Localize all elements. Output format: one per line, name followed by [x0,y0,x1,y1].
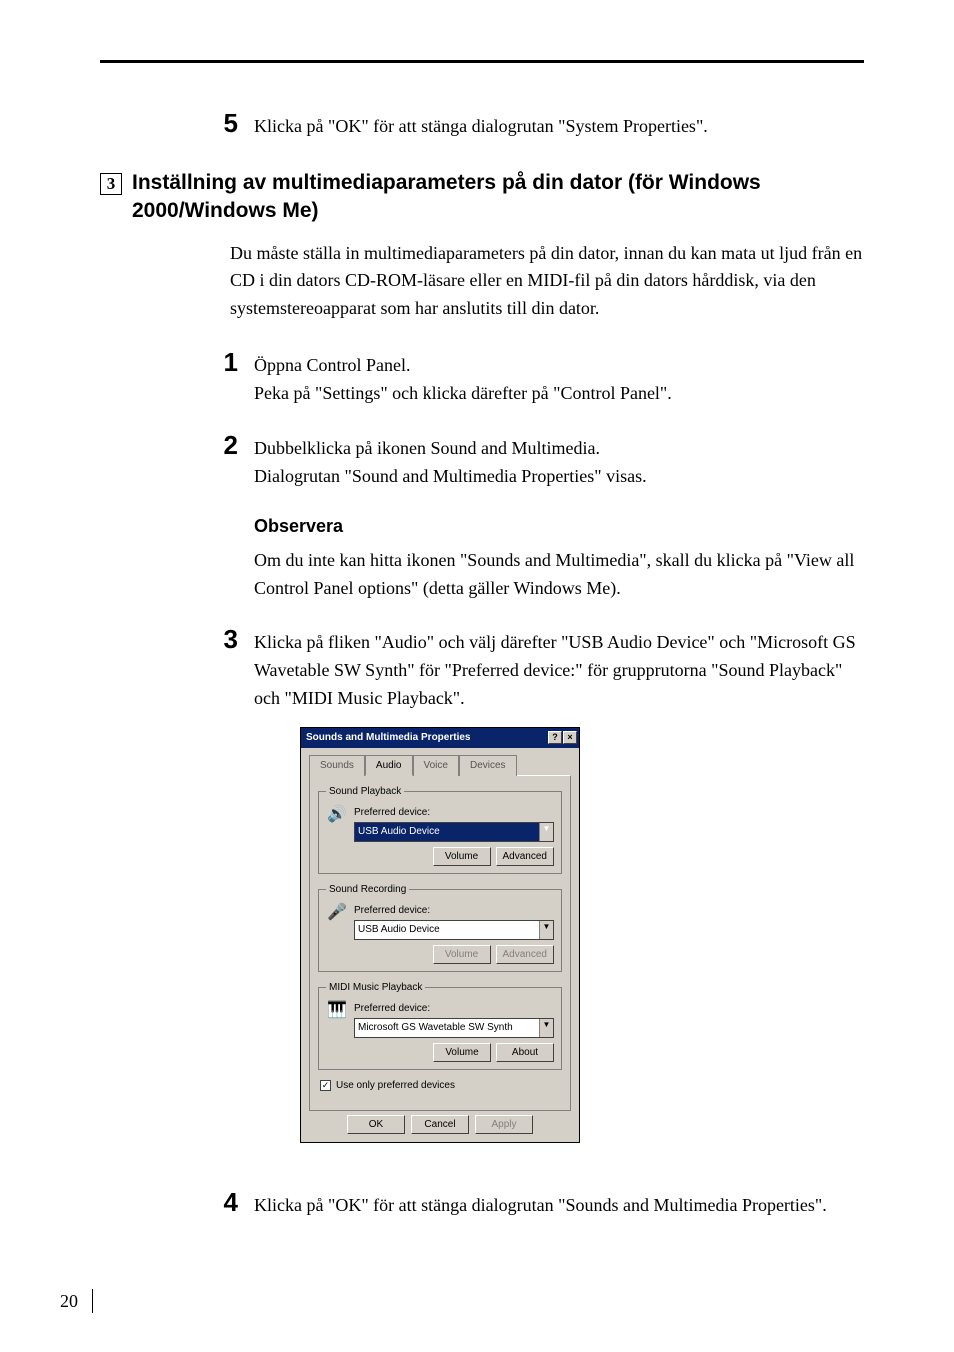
section-title: Inställning av multimediaparameters på d… [132,169,864,226]
select-value: USB Audio Device [355,823,539,841]
step-text: Öppna Control Panel. [254,352,864,380]
step-number: 5 [208,108,238,139]
chevron-down-icon: ▼ [539,921,553,939]
section-heading: 3 Inställning av multimediaparameters på… [100,169,864,226]
note-body: Om du inte kan hitta ikonen "Sounds and … [254,547,864,603]
boxed-section-number: 3 [100,173,122,195]
step-1: 1 Öppna Control Panel. Peka på "Settings… [208,347,864,408]
close-icon[interactable]: × [563,731,577,744]
select-value: Microsoft GS Wavetable SW Synth [355,1019,539,1037]
apply-button: Apply [475,1115,533,1135]
step-text: Dubbelklicka på ikonen Sound and Multime… [254,435,864,463]
step-text: Klicka på fliken "Audio" och välj däreft… [254,629,864,713]
page-number-area: 20 [60,1291,93,1312]
preferred-device-label: Preferred device: [354,805,554,821]
dialog-titlebar: Sounds and Multimedia Properties ? × [301,728,579,748]
volume-button[interactable]: Volume [433,1043,491,1063]
step-number: 4 [208,1187,238,1218]
step-text: Klicka på "OK" för att stänga dialogruta… [254,113,864,141]
checkbox-label: Use only preferred devices [336,1078,455,1094]
group-legend: Sound Playback [326,784,404,800]
tab-panel-audio: Sound Playback 🔊 Preferred device: USB A… [309,775,571,1111]
step-5: 5 Klicka på "OK" för att stänga dialogru… [208,108,864,141]
step-number: 2 [208,430,238,461]
step-3: 3 Klicka på fliken "Audio" och välj däre… [208,624,864,1165]
use-only-preferred-row: ✓ Use only preferred devices [320,1078,562,1094]
advanced-button[interactable]: Advanced [496,847,554,867]
recording-device-select[interactable]: USB Audio Device ▼ [354,920,554,940]
use-only-preferred-checkbox[interactable]: ✓ [320,1080,331,1091]
chevron-down-icon: ▼ [539,823,553,841]
group-legend: MIDI Music Playback [326,980,425,996]
preferred-device-label: Preferred device: [354,903,554,919]
dialog-tabs: Sounds Audio Voice Devices [309,754,571,776]
speaker-icon: 🔊 [326,805,348,827]
volume-button[interactable]: Volume [433,847,491,867]
midi-icon: 🎹 [326,1001,348,1023]
top-step-block: 5 Klicka på "OK" för att stänga dialogru… [208,108,864,141]
tab-sounds[interactable]: Sounds [309,755,365,777]
step-text: Dialogrutan "Sound and Multimedia Proper… [254,463,864,491]
step-number: 1 [208,347,238,378]
step-2: 2 Dubbelklicka på ikonen Sound and Multi… [208,430,864,602]
tab-voice[interactable]: Voice [413,755,459,777]
top-rule [100,60,864,63]
step-number: 3 [208,624,238,655]
preferred-device-label: Preferred device: [354,1001,554,1017]
page-number: 20 [60,1289,93,1313]
about-button[interactable]: About [496,1043,554,1063]
advanced-button: Advanced [496,945,554,965]
step-4: 4 Klicka på "OK" för att stänga dialogru… [208,1187,864,1220]
group-legend: Sound Recording [326,882,409,898]
chevron-down-icon: ▼ [539,1019,553,1037]
note-heading: Observera [254,513,864,541]
midi-device-select[interactable]: Microsoft GS Wavetable SW Synth ▼ [354,1018,554,1038]
dialog-footer: OK Cancel Apply [309,1111,571,1135]
microphone-icon: 🎤 [326,903,348,925]
section-intro: Du måste ställa in multimediaparameters … [230,240,864,324]
group-sound-playback: Sound Playback 🔊 Preferred device: USB A… [318,784,562,874]
step-text: Klicka på "OK" för att stänga dialogruta… [254,1192,864,1220]
tab-devices[interactable]: Devices [459,755,517,777]
cancel-button[interactable]: Cancel [411,1115,469,1135]
group-sound-recording: Sound Recording 🎤 Preferred device: USB … [318,882,562,972]
dialog-screenshot: Sounds and Multimedia Properties ? × Sou… [300,727,864,1143]
steps-block: 1 Öppna Control Panel. Peka på "Settings… [208,347,864,1220]
volume-button: Volume [433,945,491,965]
dialog-title: Sounds and Multimedia Properties [306,730,470,746]
tab-audio[interactable]: Audio [365,755,413,777]
select-value: USB Audio Device [355,921,539,939]
group-midi-playback: MIDI Music Playback 🎹 Preferred device: … [318,980,562,1070]
ok-button[interactable]: OK [347,1115,405,1135]
playback-device-select[interactable]: USB Audio Device ▼ [354,822,554,842]
step-text: Peka på "Settings" och klicka därefter p… [254,380,864,408]
help-icon[interactable]: ? [548,731,562,744]
dialog-window: Sounds and Multimedia Properties ? × Sou… [300,727,580,1143]
